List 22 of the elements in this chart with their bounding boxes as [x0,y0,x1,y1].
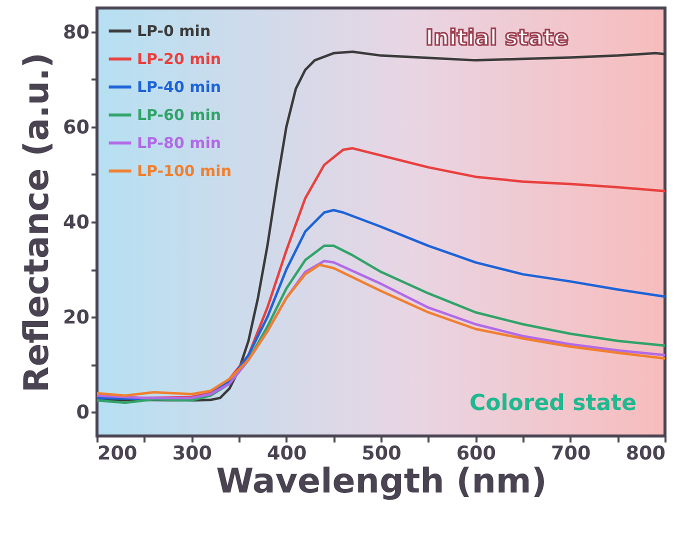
y-tick-label: 60 [63,116,90,138]
y-tick-label: 0 [76,402,90,424]
y-tick-label: 20 [63,306,90,329]
annotation: Initial state [425,26,569,51]
annotation: Colored state [470,391,636,416]
x-tick-label: 400 [266,442,307,464]
x-tick-label: 500 [362,442,402,464]
legend-label: LP-60 min [137,106,222,124]
x-tick-label: 200 [98,442,138,464]
x-tick-label: 800 [626,442,666,464]
y-tick-label: 40 [63,212,90,234]
y-axis-title: Reflectance (a.u.) [17,52,58,393]
legend-label: LP-40 min [137,78,222,96]
legend-label: LP-80 min [137,134,222,152]
legend-label: LP-0 min [137,22,211,40]
y-tick-label: 80 [63,21,90,44]
x-tick-label: 300 [172,442,212,464]
x-tick-label: 600 [456,442,496,464]
legend-label: LP-20 min [137,50,222,68]
legend-label: LP-100 min [137,162,232,180]
x-tick-label: 700 [550,442,591,464]
x-axis-title: Wavelength (nm) [216,462,547,502]
